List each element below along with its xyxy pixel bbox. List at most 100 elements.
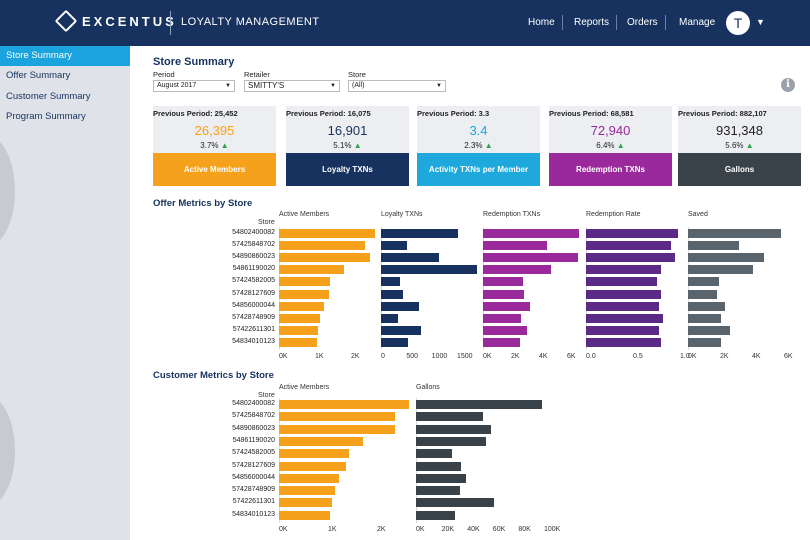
- data-bar[interactable]: [416, 486, 460, 496]
- data-bar[interactable]: [483, 337, 520, 347]
- data-bar[interactable]: [279, 229, 375, 238]
- data-bar[interactable]: [586, 289, 662, 299]
- data-bar[interactable]: [688, 265, 754, 275]
- data-bar[interactable]: [279, 325, 319, 335]
- data-bar[interactable]: [586, 253, 676, 263]
- data-bar[interactable]: [279, 461, 347, 471]
- data-bar[interactable]: [688, 253, 764, 263]
- data-bar[interactable]: [279, 486, 335, 496]
- data-bar[interactable]: [688, 289, 718, 299]
- data-bar[interactable]: [483, 265, 551, 275]
- data-bar[interactable]: [279, 253, 370, 263]
- data-bar[interactable]: [279, 241, 365, 251]
- data-bar[interactable]: [381, 325, 421, 335]
- data-bar[interactable]: [688, 301, 726, 311]
- data-bar[interactable]: [586, 241, 671, 251]
- chevron-down-icon[interactable]: ▼: [756, 17, 765, 27]
- data-bar[interactable]: [279, 498, 333, 508]
- data-bar[interactable]: [381, 241, 407, 251]
- data-bar[interactable]: [586, 337, 662, 347]
- kpi-card[interactable]: Previous Period: 25,452 26,395 3.7% ▲ Activ…: [153, 106, 276, 186]
- data-bar[interactable]: [483, 289, 524, 299]
- data-bar[interactable]: [586, 229, 679, 238]
- data-bar[interactable]: [416, 436, 487, 446]
- data-bar[interactable]: [279, 313, 321, 323]
- data-bar[interactable]: [416, 424, 492, 434]
- data-bar[interactable]: [688, 241, 740, 251]
- sidebar-item-program-summary[interactable]: Program Summary: [6, 111, 86, 122]
- kpi-tile[interactable]: Redemption TXNs: [549, 153, 672, 186]
- data-bar[interactable]: [381, 229, 458, 238]
- data-bar[interactable]: [279, 277, 331, 287]
- kpi-tile[interactable]: Active Members: [153, 153, 276, 186]
- data-bar[interactable]: [688, 325, 730, 335]
- data-bar[interactable]: [416, 498, 494, 508]
- data-bar[interactable]: [416, 400, 542, 409]
- data-bar[interactable]: [586, 277, 657, 287]
- store-select[interactable]: (All) ▼: [348, 80, 446, 92]
- data-bar[interactable]: [279, 436, 363, 446]
- axis-tick-label: 500: [406, 353, 419, 360]
- kpi-value: 3.4: [469, 123, 488, 138]
- data-bar[interactable]: [381, 301, 420, 311]
- period-select[interactable]: August 2017 ▼: [153, 80, 235, 92]
- data-bar[interactable]: [279, 265, 345, 275]
- data-bar[interactable]: [279, 449, 349, 459]
- kpi-previous-period: Previous Period: 882,107: [678, 109, 767, 118]
- data-bar[interactable]: [416, 510, 455, 520]
- data-bar[interactable]: [688, 337, 721, 347]
- data-bar[interactable]: [483, 277, 523, 287]
- sidebar-item-offer-summary[interactable]: Offer Summary: [6, 70, 71, 81]
- kpi-tile[interactable]: Loyalty TXNs: [286, 153, 409, 186]
- data-bar[interactable]: [483, 253, 578, 263]
- data-bar[interactable]: [688, 277, 719, 287]
- logo[interactable]: EXCENTUS: [54, 9, 177, 33]
- kpi-card[interactable]: Previous Period: 68,581 72,940 6.4% ▲ Redem…: [549, 106, 672, 186]
- nav-home[interactable]: Home: [528, 17, 555, 28]
- data-bar[interactable]: [688, 313, 721, 323]
- kpi-card[interactable]: Previous Period: 882,107 931,348 5.6% ▲ Gal…: [678, 106, 801, 186]
- sidebar-item-store-summary[interactable]: Store Summary: [0, 46, 130, 66]
- axis-tick-label: 0K: [688, 353, 697, 360]
- kpi-card[interactable]: Previous Period: 3.3 3.4 2.3% ▲ Activity TX…: [417, 106, 540, 186]
- data-bar[interactable]: [381, 313, 398, 323]
- data-bar[interactable]: [279, 301, 324, 311]
- data-bar[interactable]: [279, 412, 396, 422]
- data-bar[interactable]: [279, 400, 409, 409]
- sidebar-item-customer-summary[interactable]: Customer Summary: [6, 91, 91, 102]
- data-bar[interactable]: [416, 461, 462, 471]
- data-bar[interactable]: [586, 301, 660, 311]
- data-bar[interactable]: [279, 510, 331, 520]
- data-bar[interactable]: [586, 313, 664, 323]
- axis-tick-label: 40K: [467, 526, 480, 533]
- nav-reports[interactable]: Reports: [574, 17, 610, 28]
- data-bar[interactable]: [688, 229, 781, 238]
- data-bar[interactable]: [483, 313, 522, 323]
- data-bar[interactable]: [381, 253, 439, 263]
- nav-orders[interactable]: Orders: [627, 17, 658, 28]
- data-bar[interactable]: [381, 277, 401, 287]
- data-bar[interactable]: [381, 337, 408, 347]
- data-bar[interactable]: [586, 325, 660, 335]
- data-bar[interactable]: [416, 473, 467, 483]
- kpi-tile[interactable]: Gallons: [678, 153, 801, 186]
- data-bar[interactable]: [586, 265, 662, 275]
- data-bar[interactable]: [483, 241, 547, 251]
- data-bar[interactable]: [279, 337, 317, 347]
- kpi-card[interactable]: Previous Period: 16,075 16,901 5.1% ▲ Loyal…: [286, 106, 409, 186]
- data-bar[interactable]: [483, 325, 527, 335]
- data-bar[interactable]: [416, 449, 453, 459]
- data-bar[interactable]: [381, 289, 404, 299]
- data-bar[interactable]: [483, 229, 579, 238]
- data-bar[interactable]: [279, 289, 329, 299]
- user-avatar[interactable]: T: [726, 11, 750, 35]
- info-icon[interactable]: i: [781, 78, 795, 92]
- data-bar[interactable]: [483, 301, 530, 311]
- data-bar[interactable]: [381, 265, 477, 275]
- data-bar[interactable]: [279, 424, 396, 434]
- data-bar[interactable]: [416, 412, 483, 422]
- kpi-tile[interactable]: Activity TXNs per Member: [417, 153, 540, 186]
- nav-manage[interactable]: Manage: [679, 17, 716, 28]
- retailer-select[interactable]: SMITTY'S ▼: [244, 80, 340, 92]
- data-bar[interactable]: [279, 473, 340, 483]
